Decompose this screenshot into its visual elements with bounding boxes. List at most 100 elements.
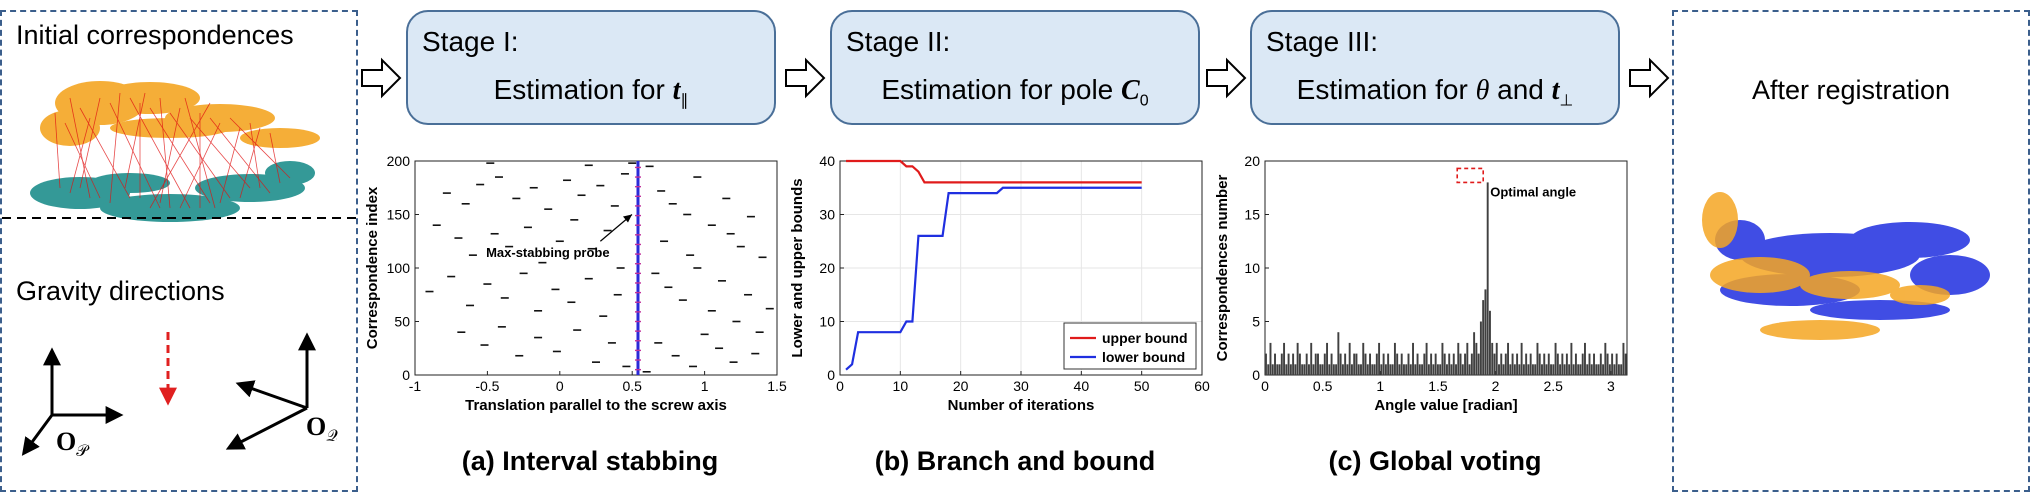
frame-p-letter: O [56, 427, 77, 456]
histogram-bar [1269, 342, 1272, 375]
histogram-bar [1466, 342, 1469, 375]
histogram-bar [1427, 364, 1430, 375]
a-ytick-label: 200 [387, 153, 411, 169]
histogram-bar [1350, 364, 1353, 375]
histogram-bar [1597, 364, 1600, 375]
b-xtick-label: 50 [1134, 378, 1150, 394]
histogram-bar [1301, 364, 1304, 375]
histogram-bar [1486, 182, 1489, 375]
flow-arrow-2 [785, 57, 826, 99]
chart-global-voting: 0 0.5 1 1.5 2 2.5 3 0 5 10 15 20 Angle value [radian… [1214, 153, 1628, 414]
c-xtick-label: 0 [1261, 378, 1269, 394]
histogram-bar [1615, 353, 1618, 375]
histogram-bar [1303, 364, 1306, 375]
histogram-bar [1378, 342, 1381, 375]
stage-3-box: Stage III: Estimation for θ and t⊥ [1250, 10, 1620, 125]
histogram-bar [1552, 364, 1555, 375]
histogram-bar [1396, 353, 1399, 375]
optimal-angle-label: Optimal angle [1490, 184, 1576, 199]
histogram-bar [1339, 353, 1342, 375]
c-ylabel: Correspondences number [1214, 174, 1231, 361]
histogram-bar [1271, 364, 1274, 375]
histogram-bar [1593, 353, 1595, 375]
histogram-bar [1366, 364, 1369, 375]
histogram-bar [1391, 364, 1394, 375]
histogram-bar [1554, 342, 1557, 375]
histogram-bar [1400, 353, 1403, 375]
histogram-bar [1287, 353, 1290, 375]
c-xtick-label: 1 [1376, 378, 1384, 394]
histogram-bar [1283, 342, 1286, 375]
histogram-bar [1455, 364, 1457, 375]
histogram-bar [1491, 342, 1494, 375]
histogram-bar [1599, 353, 1602, 375]
c-ytick-label: 5 [1252, 314, 1260, 330]
histogram-bar [1606, 353, 1609, 375]
histogram-bar [1531, 364, 1534, 375]
stage-1-symbol: t [672, 75, 681, 106]
histogram-bar [1369, 353, 1371, 375]
chart-branch-and-bound: 0 10 20 30 40 50 60 0 10 20 30 40 Number of iteratio… [789, 153, 1210, 414]
histogram-bar [1348, 342, 1351, 375]
histogram-bar [1389, 364, 1392, 375]
histogram-bar [1538, 353, 1541, 375]
histogram-bar [1296, 342, 1299, 375]
c-plot-area [1264, 160, 1628, 376]
histogram-bar [1484, 289, 1487, 375]
b-ytick-label: 20 [819, 260, 835, 276]
histogram-bar [1604, 342, 1607, 375]
a-ytick-label: 50 [394, 314, 410, 330]
histogram-bar [1459, 353, 1462, 375]
b-ylabel: Lower and upper bounds [789, 178, 806, 357]
histogram-bar [1323, 353, 1326, 375]
histogram-bar [1403, 364, 1405, 375]
histogram-bar [1380, 364, 1383, 375]
histogram-bar [1500, 353, 1503, 375]
histogram-bar [1461, 364, 1464, 375]
histogram-bar [1321, 364, 1324, 375]
histogram-bar [1332, 364, 1335, 375]
stage-1-symbol-sub: ∥ [680, 92, 689, 110]
initial-panel [0, 10, 358, 492]
histogram-bar [1581, 353, 1584, 375]
legend-box [1063, 322, 1197, 370]
histogram-bar [1265, 353, 1267, 375]
histogram-bar [1337, 332, 1340, 375]
histogram-bar [1536, 342, 1539, 375]
c-xtick-label: 3 [1607, 378, 1615, 394]
a-xtick-label: -0.5 [475, 378, 499, 394]
c-xtick-label: 0.5 [1313, 378, 1333, 394]
histogram-bar [1452, 353, 1455, 375]
caption-c: (c) Global voting [1328, 446, 1542, 476]
stage-1-box: Stage I: Estimation for t∥ [406, 10, 776, 125]
legend-label: upper bound [1102, 330, 1188, 346]
histogram-bar [1563, 364, 1566, 375]
histogram-bar [1298, 353, 1301, 375]
histogram-bar [1276, 364, 1279, 375]
chart-interval-stabbing: -1 -0.5 0 0.5 1 1.5 0 50 100 150 200 Translation pa… [364, 153, 787, 414]
histogram-bar [1570, 342, 1573, 375]
histogram-bar [1274, 353, 1276, 375]
frame-p-label: O𝒫 [56, 427, 88, 461]
histogram-bar [1425, 342, 1428, 375]
a-ylabel: Correspondence index [364, 186, 381, 349]
histogram-bar [1509, 364, 1512, 375]
histogram-bar [1436, 364, 1439, 375]
histogram-bar [1498, 364, 1500, 375]
histogram-bar [1362, 342, 1365, 375]
flow-arrow-3 [1206, 57, 1247, 99]
histogram-bar [1561, 353, 1564, 375]
histogram-bar [1398, 364, 1401, 375]
initial-correspondences-label: Initial correspondences [16, 20, 294, 50]
histogram-bar [1409, 364, 1412, 375]
histogram-bar [1577, 364, 1580, 375]
a-xtick-label: 0.5 [622, 378, 642, 394]
histogram-bar [1502, 364, 1505, 375]
a-ytick-label: 0 [402, 367, 410, 383]
histogram-bar [1418, 364, 1421, 375]
a-ytick-label: 150 [387, 207, 411, 223]
histogram-bar [1507, 342, 1510, 375]
stage-3-body: Estimation for θ and t⊥ [1252, 74, 1618, 111]
c-ytick-label: 10 [1244, 260, 1260, 276]
histogram-bar [1568, 364, 1571, 375]
